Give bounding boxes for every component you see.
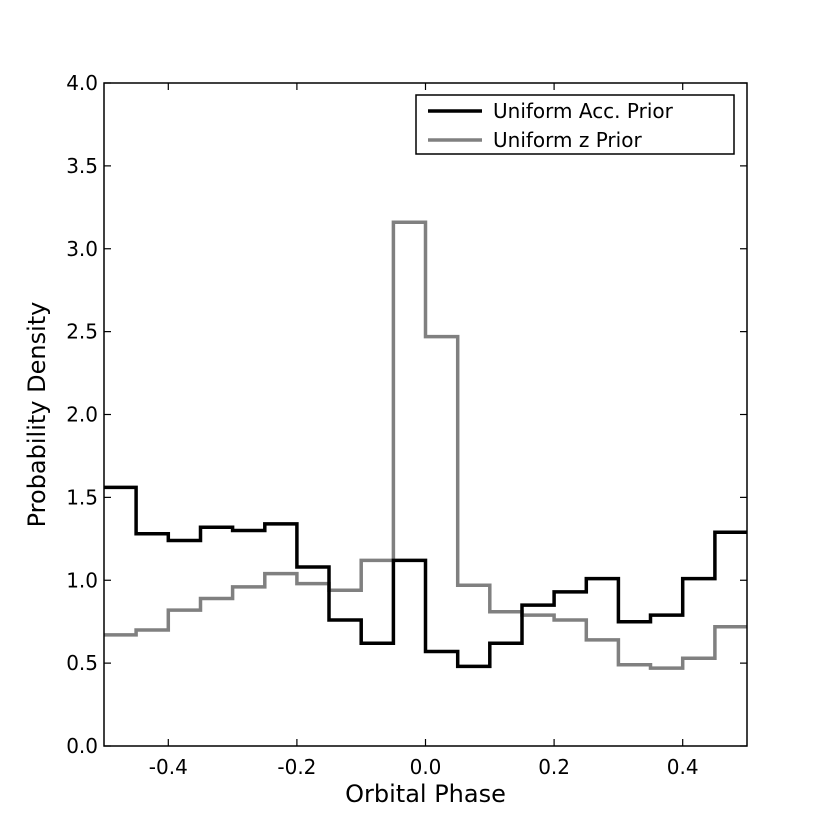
x-tick-label: -0.2 [277, 755, 316, 779]
series-layer [104, 220, 747, 670]
legend-label-uniform-acc-prior: Uniform Acc. Prior [493, 99, 674, 123]
y-tick-label: 2.5 [66, 320, 98, 344]
x-axis-label: Orbital Phase [345, 780, 506, 808]
y-tick-label: 0.5 [66, 651, 98, 675]
x-axis-ticks: -0.4 -0.2 0.0 0.2 0.4 [149, 83, 699, 779]
y-tick-label: 0.0 [66, 734, 98, 758]
y-axis-ticks: 0.0 0.5 1.0 1.5 2.0 2.5 3.0 3.5 4.0 [66, 71, 747, 758]
y-tick-label: 3.5 [66, 154, 98, 178]
x-tick-label: 0.2 [538, 755, 570, 779]
x-tick-label: -0.4 [149, 755, 188, 779]
legend-label-uniform-z-prior: Uniform z Prior [493, 128, 642, 152]
legend: Uniform Acc. Prior Uniform z Prior [415, 94, 735, 155]
x-tick-label: 0.4 [667, 755, 699, 779]
y-axis-label: Probability Density [23, 302, 51, 528]
series-line-uniform-z-prior [104, 220, 747, 670]
y-tick-label: 2.0 [66, 403, 98, 427]
y-tick-label: 1.0 [66, 568, 98, 592]
series-line-uniform-acc-prior [104, 485, 747, 669]
legend-box [415, 94, 735, 155]
y-tick-label: 3.0 [66, 237, 98, 261]
y-tick-label: 1.5 [66, 485, 98, 509]
y-tick-label: 4.0 [66, 71, 98, 95]
x-tick-label: 0.0 [410, 755, 442, 779]
